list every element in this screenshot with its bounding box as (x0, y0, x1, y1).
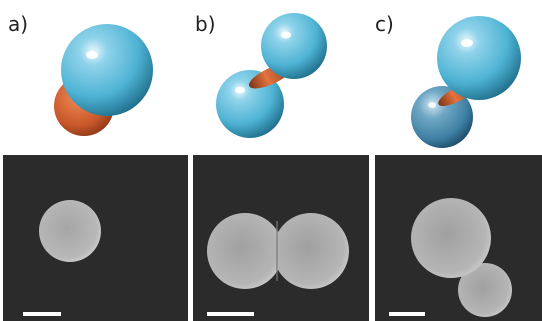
patchy-particle-model-icon (0, 0, 190, 155)
scale-bar (389, 312, 425, 316)
panel-label-a: a) (8, 12, 29, 36)
single-sphere-sem-icon (3, 155, 188, 321)
scale-bar (207, 312, 254, 316)
symmetric-dumbbell-sem-icon (193, 155, 369, 321)
asymmetric-dumbbell-model-icon (370, 0, 542, 155)
panel-label-c: c) (375, 12, 394, 36)
panel-label-b: b) (195, 12, 216, 36)
scale-bar (23, 312, 61, 316)
asymmetric-dumbbell-sem-icon (375, 155, 542, 321)
symmetric-dumbbell-model-icon (190, 0, 370, 155)
